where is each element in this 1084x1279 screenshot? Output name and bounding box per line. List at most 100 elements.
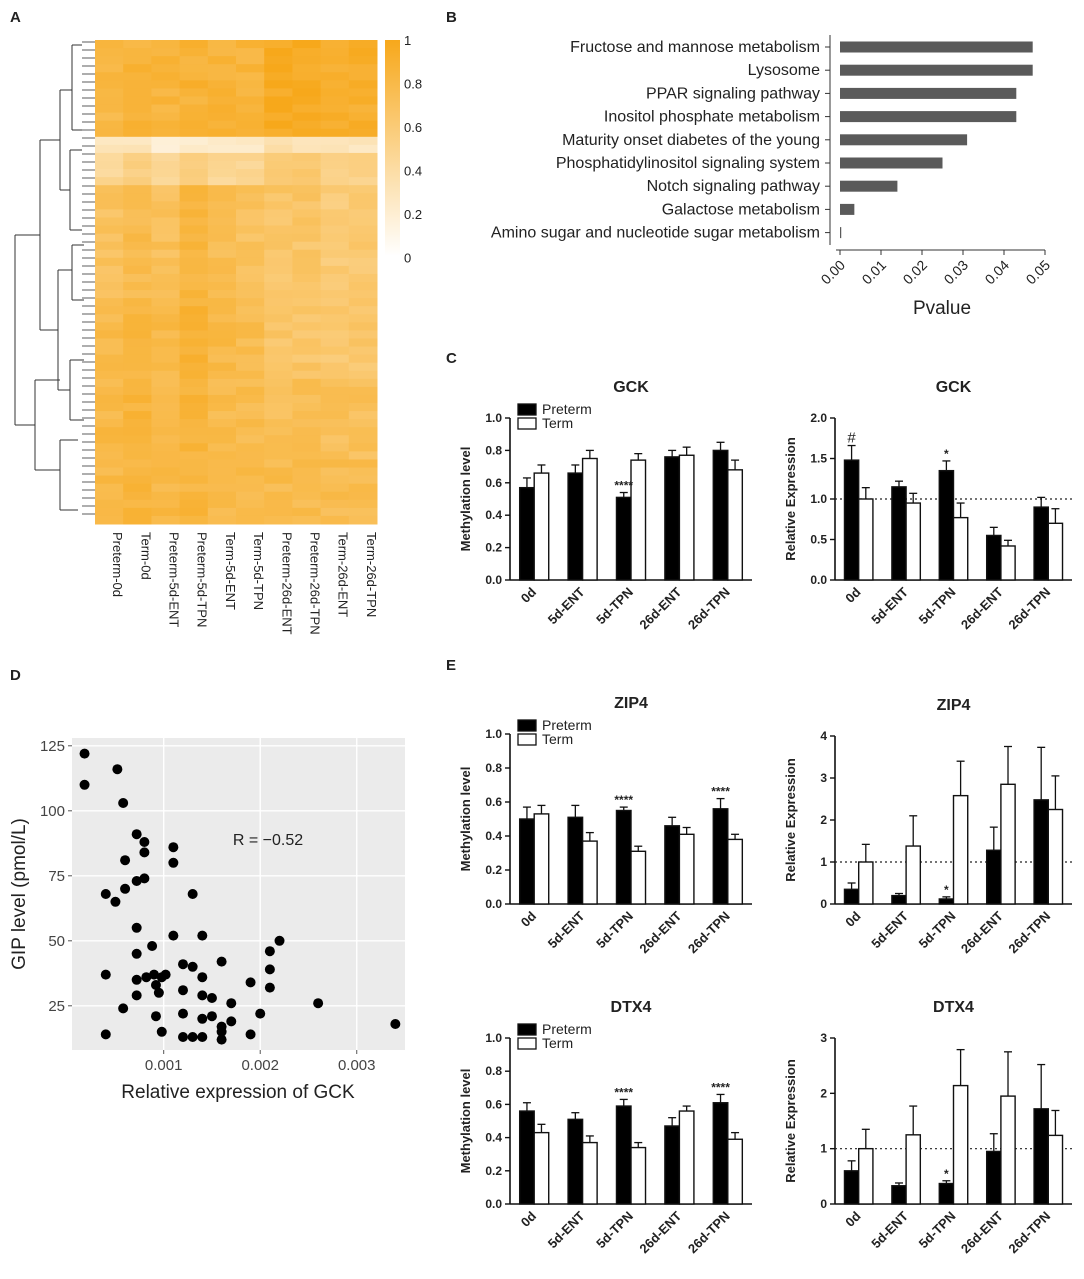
heatmap-cell <box>292 88 322 97</box>
x-tick-label: 26d-TPN <box>685 584 733 632</box>
heatmap-cell <box>264 136 293 146</box>
x-tick-label: 0.002 <box>241 1057 279 1074</box>
heatmap-cell <box>264 403 293 412</box>
heatmap-cell <box>179 128 209 138</box>
heatmap-cell <box>320 290 350 299</box>
term-bar <box>1000 1095 1016 1205</box>
heatmap-column-label: Term-5d-TPN <box>251 532 266 610</box>
data-point <box>160 969 171 980</box>
heatmap-cell <box>348 201 378 210</box>
heatmap-cell <box>292 362 322 372</box>
heatmap-cell <box>348 491 378 501</box>
heatmap-cell <box>292 48 322 57</box>
heatmap-cell <box>123 386 152 396</box>
heatmap-cell <box>151 257 181 267</box>
heatmap-cell <box>207 411 237 420</box>
preterm-bar <box>938 1182 955 1205</box>
heatmap-cell <box>151 467 181 477</box>
heatmap-cell <box>348 378 378 388</box>
heatmap-cell <box>123 451 152 460</box>
heatmap-cell <box>123 209 152 218</box>
heatmap-cell <box>292 104 322 114</box>
significance-marker: # <box>847 430 856 447</box>
heatmap-cell <box>95 161 124 170</box>
heatmap-cell <box>320 209 350 218</box>
heatmap-cell <box>207 56 237 65</box>
heatmap-cell <box>292 64 322 73</box>
heatmap-cell <box>123 443 152 452</box>
heatmap-cell <box>264 451 293 460</box>
heatmap-cell <box>348 88 378 97</box>
heatmap-cell <box>95 104 124 114</box>
data-point <box>245 1029 256 1040</box>
y-axis-title: Relative Expression <box>783 1059 798 1183</box>
heatmap-cell <box>264 72 293 81</box>
panel-label-d: D <box>10 667 21 684</box>
heatmap-cell <box>264 40 293 49</box>
heatmap-cell <box>179 483 209 493</box>
heatmap-cell <box>348 257 378 267</box>
heatmap-cell <box>264 144 293 154</box>
pathway-label: PPAR signaling pathway <box>646 85 820 102</box>
heatmap-cell <box>264 419 293 428</box>
bar-7 <box>840 180 898 192</box>
heatmap-cell <box>151 459 181 469</box>
heatmap-cell <box>292 475 322 485</box>
heatmap-cell <box>292 241 322 251</box>
heatmap-cell <box>348 467 378 477</box>
data-point <box>206 993 217 1003</box>
heatmap-cell <box>264 515 293 525</box>
zip4-methylation-chart: ZIP4 0.0 0.2 0.4 0.6 0.8 1.0 Methylation level 0… <box>458 695 752 956</box>
heatmap-cell <box>151 128 181 138</box>
data-point <box>100 1029 111 1040</box>
heatmap-cell <box>207 112 237 122</box>
data-point <box>178 985 188 996</box>
heatmap-cell <box>292 161 322 170</box>
heatmap-cell <box>123 346 152 356</box>
heatmap-cell <box>236 435 265 444</box>
pathway-label: Galactose metabolism <box>662 201 820 218</box>
data-point <box>156 1026 167 1037</box>
y-tick-label: 4 <box>820 729 827 743</box>
heatmap-cell <box>236 72 265 81</box>
x-tick-label: 0.05 <box>1023 257 1054 288</box>
gip-gck-scatter: 25 50 75 100 125 0.001 0.002 0.003 R = −0.52 Rela… <box>9 738 405 1103</box>
heatmap-cell <box>207 64 237 73</box>
zip4-expression-chart: ZIP4 0 1 2 3 4 Relative Expression 0d 5d-ENT 5d-T… <box>783 697 1072 956</box>
heatmap-cell <box>320 169 350 178</box>
heatmap-cell <box>151 394 181 404</box>
heatmap-cell <box>151 346 181 356</box>
x-tick-label: 0d <box>842 1208 863 1229</box>
heatmap-cell <box>123 193 152 202</box>
heatmap-cell <box>95 80 124 89</box>
data-point <box>150 980 161 990</box>
heatmap-cell <box>179 427 209 436</box>
preterm-bar <box>615 809 632 905</box>
heatmap-cell <box>292 185 322 194</box>
heatmap-cell <box>264 273 293 283</box>
data-point <box>197 972 208 983</box>
heatmap-cell <box>179 515 209 525</box>
y-tick-label: 50 <box>48 933 65 950</box>
heatmap-cell <box>264 370 293 380</box>
heatmap-cell <box>95 128 124 138</box>
heatmap-cell <box>95 491 124 501</box>
x-tick-label: 0d <box>518 584 539 605</box>
heatmap-cell <box>123 483 152 493</box>
heatmap-cell <box>95 411 124 420</box>
data-point <box>206 1011 217 1022</box>
heatmap-cell <box>348 386 378 396</box>
term-bar <box>952 794 969 905</box>
data-point <box>197 1013 208 1024</box>
heatmap-cell <box>236 40 265 49</box>
preterm-bar <box>891 486 907 581</box>
preterm-bar <box>843 1170 860 1205</box>
term-bar <box>905 502 922 581</box>
heatmap-cell <box>320 80 350 89</box>
data-point <box>178 1032 188 1042</box>
term-bar <box>858 861 874 905</box>
y-axis-title: Methylation level <box>458 1069 473 1174</box>
heatmap-cell <box>236 80 265 89</box>
heatmap-cell <box>348 403 378 412</box>
